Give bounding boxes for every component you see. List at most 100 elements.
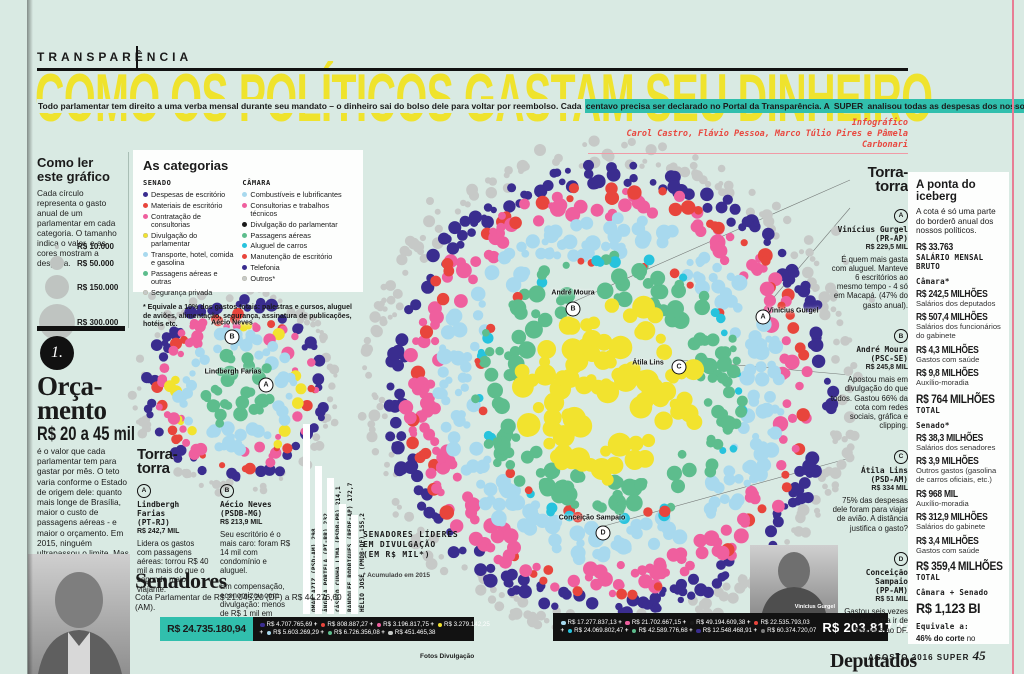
person-amount: R$ 242,7 MIL	[137, 527, 180, 535]
camara-total-value: R$ 764 MILHÕES	[916, 391, 995, 406]
size-dot	[45, 275, 69, 299]
totals-value: R$ 12.548.468,91	[702, 627, 752, 634]
camara-spend-rows: R$ 242,5 MILHÕES Salários dos deputados R$…	[916, 289, 1001, 388]
person-entry: A Lindbergh Farias (PT-RJ) R$ 242,7 MIL Lide…	[137, 479, 209, 634]
spend-label: Salários do gabinete	[916, 522, 986, 532]
category-item: Aluguel de carros	[242, 242, 353, 250]
deputy-photo-caption: Vinícius Gurgel	[794, 604, 835, 610]
plus-sign: +	[682, 619, 687, 626]
page-edge-line	[1012, 0, 1014, 674]
size-dot-cell	[37, 256, 77, 270]
spend-label: Auxílio-moradia	[916, 498, 969, 508]
category-label: Outros*	[250, 273, 276, 283]
combined-label: Câmara + Senado	[916, 588, 989, 598]
spend-label: Gastos com saúde	[916, 545, 980, 555]
totals-value: R$ 5.603.269,29	[273, 629, 319, 636]
category-color-dot	[760, 628, 766, 634]
category-color-dot	[689, 620, 695, 626]
size-label: R$ 150.000	[77, 282, 119, 292]
category-label: Contratação de consultorias	[151, 211, 201, 229]
camara-column-label: CÂMARA	[242, 179, 271, 187]
person-entry: D Conceição Sampaio (PP-AM) R$ 51 MIL Gastou…	[830, 548, 908, 635]
camara-label: Câmara*	[916, 276, 950, 286]
person-amount: R$ 334 MIL	[871, 484, 908, 492]
camara-torra-heading: Torra- torra	[867, 164, 909, 195]
spend-value: R$ 3,4 MILHÕES	[916, 535, 979, 547]
totals-row: + R$ 24.069.802,47 + R$ 42.589.776,68 + R$ 12…	[559, 627, 817, 635]
size-legend-row: R$ 10.000	[37, 242, 137, 251]
category-label: Consultorias e trabalhos técnicos	[250, 200, 330, 218]
person-party: (PSC-SE)	[870, 354, 908, 364]
senado-spend-rows: R$ 38,3 MILHÕES Salários dos senadores R$ …	[916, 433, 1001, 556]
senado-torra-heading: Torra- torra	[137, 446, 178, 477]
spend-value: R$ 507,4 MILHÕES	[916, 312, 988, 324]
category-color-dot	[753, 620, 759, 626]
senado-highlight-people: A Lindbergh Farias (PT-RJ) R$ 242,7 MIL Lide…	[137, 479, 303, 634]
categories-columns: SENADO Despesas de escritório Materiais d…	[143, 179, 353, 299]
portrait-silhouette	[38, 572, 122, 674]
chart-person-label: Lindbergh Farias	[204, 368, 262, 376]
spend-value: R$ 4,3 MILHÕES	[916, 344, 979, 356]
category-item: Telefonia	[242, 263, 353, 272]
iceberg-intro: A cota é só uma parte do borderô anual d…	[916, 207, 996, 236]
person-note: Gastou seis vezes menos para ir de Manau…	[844, 607, 908, 635]
camara-highlight-people: A Vinícius Gurgel (PR-AP) R$ 229,5 MIL É que…	[830, 204, 908, 635]
category-item: Combustíveis e lubrificantes	[242, 190, 353, 199]
salary-value: R$ 33.763	[916, 241, 953, 253]
footer-month: AGOSTO 2016	[868, 653, 934, 662]
person-name: Aécio Neves	[220, 499, 272, 509]
portrait-silhouette	[762, 552, 826, 613]
equivale-label: Equivale a:	[916, 622, 969, 632]
category-color-dot	[143, 202, 148, 208]
section-divider	[37, 326, 125, 331]
category-label: Passagens aéreas e outras	[151, 268, 218, 286]
person-note: Apostou mais em divulgação do que todos.…	[830, 375, 908, 431]
deputy-photo: Vinícius Gurgel	[750, 545, 838, 613]
person-name: André Moura	[856, 345, 908, 355]
chart-person-marker: A	[258, 377, 274, 393]
section-title: Orça- mento	[37, 371, 107, 425]
person-note: Lidera os gastos com passagens aéreas: t…	[137, 538, 209, 594]
page-spine-shadow	[27, 0, 33, 674]
deputados-heading: Deputados	[830, 649, 917, 672]
credits-names: Carol Castro, Flávio Pessoa, Marco Túlio…	[588, 129, 908, 154]
page-number: 45	[972, 648, 986, 663]
section-kicker: TRANSPARÊNCIA	[37, 50, 193, 64]
plus-sign: +	[313, 621, 318, 628]
section-lead: R$ 20 a 45 mil	[37, 424, 136, 445]
category-item: Manutenção de escritório	[242, 252, 353, 261]
person-marker: D	[894, 552, 908, 567]
spend-label: Salários dos deputados	[916, 298, 996, 308]
person-note: 75% das despesas dele foram para viajar …	[832, 495, 908, 533]
size-dot	[39, 304, 75, 340]
spend-value: R$ 9,8 MILHÕES	[916, 368, 979, 380]
totals-row: R$ 17.277.837,13 + R$ 21.702.667,15 + R$ 49.…	[559, 619, 816, 627]
plus-sign: +	[369, 621, 374, 628]
category-color-dot	[242, 243, 248, 249]
person-note: É quem mais gasta com aluguel. Manteve 6…	[831, 254, 908, 310]
category-label: Materiais de escritório	[151, 200, 223, 210]
page-footer: AGOSTO 2016 SUPER 45	[868, 648, 1008, 664]
person-marker: C	[894, 449, 908, 464]
chart-person-marker: B	[224, 329, 240, 345]
chart-person-label: Átila Lins	[632, 359, 664, 367]
category-label: Passagens aéreas	[250, 230, 311, 240]
deck-highlight-post: analisou todas as despesas dos nossos se…	[864, 99, 1024, 113]
category-color-dot	[327, 630, 333, 636]
size-legend: R$ 10.000 R$ 50.000 R$ 150.000 R$ 300.000	[37, 242, 137, 345]
senado-column-label: SENADO	[143, 179, 172, 187]
category-item: Contratação de consultorias	[143, 211, 236, 229]
person-marker: A	[894, 208, 908, 223]
totals-value: R$ 3.279.142,25	[444, 621, 490, 628]
category-item: Divulgação do parlamentar	[242, 220, 353, 229]
deck-text: Todo parlamentar tem direito a uma verba…	[37, 99, 1024, 113]
plus-sign: +	[753, 627, 758, 634]
category-color-dot	[320, 622, 326, 628]
category-color-dot	[567, 628, 573, 634]
size-label: R$ 50.000	[77, 258, 114, 268]
category-item: Consultorias e trabalhos técnicos	[242, 200, 353, 218]
size-dot-cell	[37, 304, 77, 340]
category-item: Passagens aéreas	[242, 230, 353, 240]
category-color-dot	[266, 630, 272, 636]
